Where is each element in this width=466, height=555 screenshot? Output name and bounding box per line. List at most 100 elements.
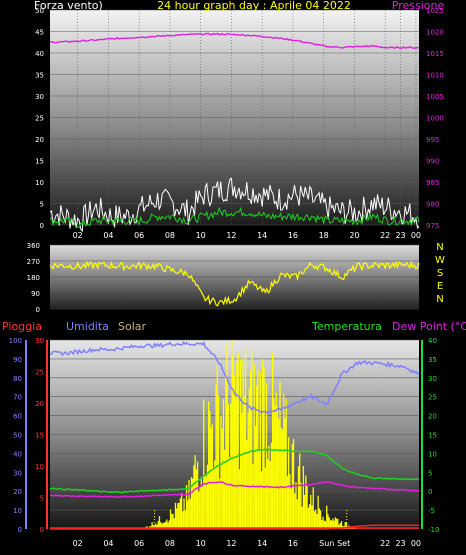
pressure-tick-label: 1015 xyxy=(426,50,444,58)
rain-tick-label: 0 xyxy=(40,526,44,534)
hour-tick-label: 00 xyxy=(411,231,421,240)
wind-speed-tick-label: 45 xyxy=(35,29,44,37)
solar-label: Solar xyxy=(118,320,147,333)
temperature-tick-label: -5 xyxy=(428,507,435,515)
compass-label: W xyxy=(435,255,445,266)
hour-tick-label: 00 xyxy=(411,539,421,548)
temperature-tick-label: 35 xyxy=(428,356,437,364)
pressure-tick-label: 1000 xyxy=(426,115,444,123)
humidity-label: Umidita xyxy=(66,320,109,333)
wind-speed-tick-label: 35 xyxy=(35,72,44,80)
chart-title: 24 hour graph day : Aprile 04 2022 xyxy=(157,0,351,12)
hour-tick-label: Sun xyxy=(319,539,334,548)
temperature-tick-label: 10 xyxy=(428,450,437,458)
hour-tick-label: 23 xyxy=(395,231,405,240)
hour-tick-label: 08 xyxy=(165,539,175,548)
wind-speed-tick-label: 20 xyxy=(35,136,44,144)
compass-label: N xyxy=(436,242,443,253)
wind-speed-tick-label: 15 xyxy=(35,158,44,166)
temperature-tick-label: 15 xyxy=(428,432,437,440)
hour-tick-label: Set xyxy=(337,539,350,548)
hour-tick-label: 08 xyxy=(165,231,175,240)
direction-tick-label: 180 xyxy=(27,274,40,282)
direction-tick-label: 270 xyxy=(27,258,40,266)
hour-tick-label: 04 xyxy=(103,231,113,240)
pressure-tick-label: 995 xyxy=(426,136,439,144)
compass-label: S xyxy=(437,268,443,279)
humidity-tick-label: 30 xyxy=(13,469,22,477)
direction-tick-label: 0 xyxy=(36,306,40,314)
pressure-tick-label: 990 xyxy=(426,158,439,166)
rain-tick-label: 5 xyxy=(40,495,44,503)
rain-series xyxy=(50,524,419,530)
temperature-tick-label: -10 xyxy=(428,526,439,534)
temperature-tick-label: 20 xyxy=(428,413,437,421)
wind-speed-tick-label: 40 xyxy=(35,50,44,58)
pressure-tick-label: 985 xyxy=(426,179,439,187)
humidity-tick-label: 80 xyxy=(13,375,22,383)
hour-tick-label: 23 xyxy=(395,539,405,548)
temperature-label: Temperatura xyxy=(311,320,382,333)
temperature-tick-label: 0 xyxy=(428,488,432,496)
wind-series xyxy=(49,206,420,229)
humidity-tick-label: 60 xyxy=(13,413,22,421)
wind-speed-tick-label: 5 xyxy=(40,201,44,209)
hour-tick-label: 02 xyxy=(73,231,83,240)
wind-speed-tick-label: 50 xyxy=(35,7,44,15)
wind-speed-tick-label: 25 xyxy=(35,115,44,123)
pressure-tick-label: 975 xyxy=(426,222,439,230)
pressure-tick-label: 980 xyxy=(426,201,439,209)
hour-tick-label: 04 xyxy=(103,539,113,548)
pressure-tick-label: 1020 xyxy=(426,29,444,37)
temperature-tick-label: 40 xyxy=(428,337,437,345)
hour-tick-label: 12 xyxy=(226,231,236,240)
hour-tick-label: 14 xyxy=(257,539,267,548)
humidity-tick-label: 40 xyxy=(13,450,22,458)
compass-label: N xyxy=(436,294,443,305)
rain-tick-label: 15 xyxy=(35,432,44,440)
rain-tick-label: 25 xyxy=(35,369,44,377)
humidity-tick-label: 20 xyxy=(13,488,22,496)
humidity-tick-label: 90 xyxy=(13,356,22,364)
hour-tick-label: 16 xyxy=(288,231,298,240)
humidity-series xyxy=(49,340,420,414)
temperature-series xyxy=(49,448,420,494)
hour-tick-label: 22 xyxy=(380,539,390,548)
hour-tick-label: 02 xyxy=(73,539,83,548)
pressure-tick-label: 1005 xyxy=(426,93,444,101)
pressure-series xyxy=(49,32,420,50)
pressure-tick-label: 1025 xyxy=(426,7,444,15)
hour-tick-label: 06 xyxy=(134,539,144,548)
hour-tick-label: 20 xyxy=(349,231,359,240)
hour-tick-label: 10 xyxy=(196,231,206,240)
humidity-tick-label: 0 xyxy=(18,526,22,534)
dewpoint-label: Dew Point (°C) xyxy=(392,320,466,333)
wind-speed-tick-label: 10 xyxy=(35,179,44,187)
rain-tick-label: 30 xyxy=(35,337,44,345)
hour-tick-label: 06 xyxy=(134,231,144,240)
wind-axis-title: Forza vento) xyxy=(34,0,103,12)
compass-label: E xyxy=(437,281,443,292)
humidity-tick-label: 70 xyxy=(13,394,22,402)
wind-direction-series xyxy=(49,260,420,307)
temperature-tick-label: 5 xyxy=(428,469,432,477)
hour-tick-label: 12 xyxy=(226,539,236,548)
hour-tick-label: 14 xyxy=(257,231,267,240)
humidity-tick-label: 100 xyxy=(9,337,22,345)
wind-speed-tick-label: 0 xyxy=(40,222,44,230)
hour-tick-label: 22 xyxy=(380,231,390,240)
direction-tick-label: 360 xyxy=(27,242,40,250)
temperature-tick-label: 30 xyxy=(428,375,437,383)
humidity-tick-label: 50 xyxy=(13,432,22,440)
hour-tick-label: 16 xyxy=(288,539,298,548)
pressure-tick-label: 1010 xyxy=(426,72,444,80)
hour-tick-label: 18 xyxy=(319,231,329,240)
direction-tick-label: 90 xyxy=(31,290,40,298)
rain-tick-label: 20 xyxy=(35,400,44,408)
rain-tick-label: 10 xyxy=(35,463,44,471)
temperature-tick-label: 25 xyxy=(428,394,437,402)
wind-speed-tick-label: 30 xyxy=(35,93,44,101)
dewpoint-series xyxy=(49,481,420,499)
hour-tick-label: 10 xyxy=(196,539,206,548)
